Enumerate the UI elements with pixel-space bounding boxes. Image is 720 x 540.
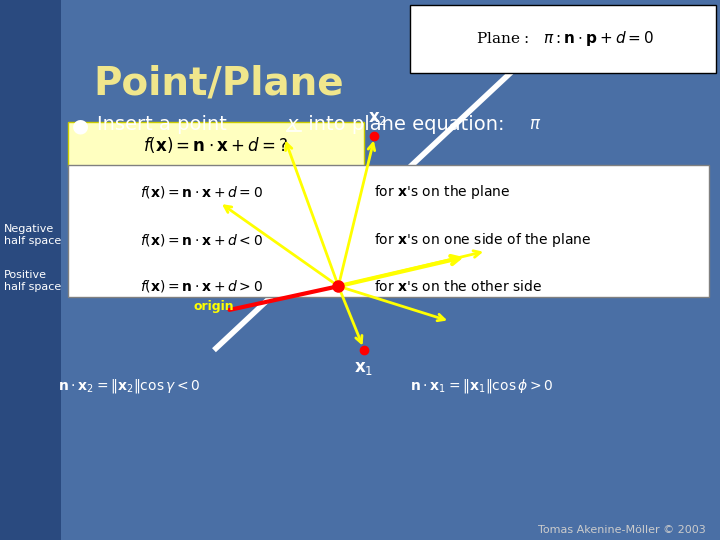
Text: Plane :   $\pi : \mathbf{n} \cdot \mathbf{p} + d = 0$: Plane : $\pi : \mathbf{n} \cdot \mathbf{… xyxy=(476,29,654,49)
Text: $f(\mathbf{x}) = \mathbf{n} \cdot \mathbf{x} + d < 0$: $f(\mathbf{x}) = \mathbf{n} \cdot \mathb… xyxy=(140,232,263,248)
Text: $\pi$: $\pi$ xyxy=(529,115,541,133)
Text: into plane equation:: into plane equation: xyxy=(302,115,505,134)
Text: $\mathbf{x}_1$: $\mathbf{x}_1$ xyxy=(354,359,373,377)
Text: Tomas Akenine-Möller © 2003: Tomas Akenine-Möller © 2003 xyxy=(538,524,706,535)
Text: $\mathbf{n} \cdot \mathbf{x}_2 = \| \mathbf{x}_2 \| \cos\gamma < 0$: $\mathbf{n} \cdot \mathbf{x}_2 = \| \mat… xyxy=(58,377,200,395)
FancyBboxPatch shape xyxy=(68,165,709,297)
Text: ●: ● xyxy=(72,116,89,135)
Text: $\mathbf{x}_2$: $\mathbf{x}_2$ xyxy=(369,109,387,127)
Text: $\mathbf{n}$: $\mathbf{n}$ xyxy=(481,244,493,262)
Text: $f(\mathbf{x}) = \mathbf{n} \cdot \mathbf{x} + d > 0$: $f(\mathbf{x}) = \mathbf{n} \cdot \mathb… xyxy=(140,278,263,294)
FancyBboxPatch shape xyxy=(68,122,364,167)
FancyBboxPatch shape xyxy=(410,5,716,73)
Text: origin: origin xyxy=(194,300,234,313)
Text: Point/Plane: Point/Plane xyxy=(94,65,344,103)
Text: $f(\mathbf{x}) = \mathbf{n} \cdot \mathbf{x} + d = 0$: $f(\mathbf{x}) = \mathbf{n} \cdot \mathb… xyxy=(140,184,263,200)
Text: for $\mathbf{x}$'s on one side of the plane: for $\mathbf{x}$'s on one side of the pl… xyxy=(374,231,592,249)
Bar xyxy=(0,0,61,540)
Text: for $\mathbf{x}$'s on the other side: for $\mathbf{x}$'s on the other side xyxy=(374,279,542,294)
Text: for $\mathbf{x}$'s on the plane: for $\mathbf{x}$'s on the plane xyxy=(374,183,511,201)
Text: $f(\mathbf{x}) = \mathbf{n} \cdot \mathbf{x} + d = ?$: $f(\mathbf{x}) = \mathbf{n} \cdot \mathb… xyxy=(143,134,289,155)
Text: Positive
half space: Positive half space xyxy=(4,269,61,292)
Text: Insert a point: Insert a point xyxy=(97,115,233,134)
Text: x: x xyxy=(287,115,298,134)
Text: Negative
half space: Negative half space xyxy=(4,224,61,246)
Text: $\mathbf{n} \cdot \mathbf{x}_1 = \| \mathbf{x}_1 \| \cos\phi > 0$: $\mathbf{n} \cdot \mathbf{x}_1 = \| \mat… xyxy=(410,377,554,395)
